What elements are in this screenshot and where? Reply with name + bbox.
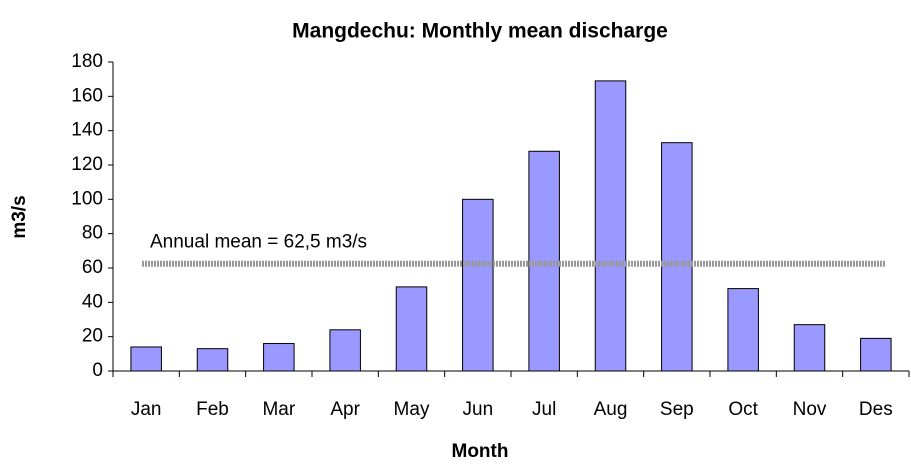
- bar: [793, 324, 826, 372]
- chart-title: Mangdechu: Monthly mean discharge: [292, 20, 668, 43]
- x-tick-label: Jul: [532, 399, 556, 420]
- x-tick-label: May: [394, 399, 430, 420]
- bar: [329, 329, 361, 372]
- bar: [727, 288, 759, 372]
- x-tick-label: Jan: [131, 399, 162, 420]
- y-tick-label: 80: [82, 223, 103, 244]
- bar: [196, 348, 229, 372]
- bar: [263, 343, 295, 372]
- y-tick-label: 60: [82, 257, 103, 278]
- x-tick-label: Oct: [728, 399, 758, 420]
- mean-label: Annual mean = 62,5 m3/s: [150, 232, 367, 253]
- bar: [130, 346, 162, 372]
- bar: [860, 337, 892, 372]
- y-tick-label: 120: [71, 154, 103, 175]
- x-tick-label: Nov: [793, 399, 827, 420]
- y-axis-label: m3/s: [9, 195, 30, 238]
- bar: [661, 142, 693, 372]
- x-tick-label: Mar: [262, 399, 295, 420]
- y-tick-label: 180: [71, 51, 103, 72]
- y-tick-label: 20: [82, 326, 103, 347]
- bar: [594, 80, 627, 372]
- y-tick-label: 100: [71, 188, 103, 209]
- x-tick-label: Apr: [330, 399, 360, 420]
- x-tick-label: Sep: [660, 399, 694, 420]
- x-tick-label: Jun: [463, 399, 494, 420]
- bar: [395, 286, 428, 372]
- bar: [462, 198, 494, 372]
- x-tick-label: Feb: [196, 399, 229, 420]
- x-axis-label: Month: [452, 441, 509, 462]
- y-tick-label: 160: [71, 85, 103, 106]
- y-tick-label: 140: [71, 120, 103, 141]
- y-tick-label: 0: [92, 360, 103, 381]
- x-tick-label: Aug: [594, 399, 628, 420]
- y-tick-label: 40: [82, 291, 103, 312]
- x-tick-label: Des: [859, 399, 893, 420]
